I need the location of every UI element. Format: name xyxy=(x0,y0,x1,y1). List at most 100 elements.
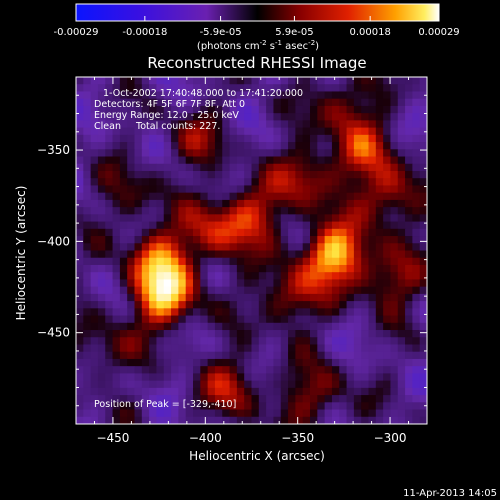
heatmap-cell xyxy=(193,170,201,179)
heatmap-cell xyxy=(324,322,333,331)
heatmap-cell xyxy=(295,358,304,367)
heatmap-cell xyxy=(317,373,326,382)
heatmap-cell xyxy=(412,315,421,324)
heatmap-cell xyxy=(324,402,333,410)
heatmap-cell xyxy=(229,113,238,121)
heatmap-cell xyxy=(310,199,318,208)
heatmap-cell xyxy=(163,293,172,302)
heatmap-cell xyxy=(258,366,267,374)
heatmap-cell xyxy=(251,257,260,266)
heatmap-cell xyxy=(280,98,289,107)
heatmap-cell xyxy=(339,192,347,201)
heatmap-cell xyxy=(397,113,406,121)
heatmap-cell xyxy=(353,199,362,208)
heatmap-cell xyxy=(163,178,172,186)
heatmap-cell xyxy=(119,308,128,316)
heatmap-cell xyxy=(266,358,274,367)
heatmap-cell xyxy=(419,163,427,172)
heatmap-cell xyxy=(163,387,172,396)
heatmap-cell xyxy=(156,163,165,172)
heatmap-cell xyxy=(375,402,384,410)
heatmap-cell xyxy=(339,84,347,92)
heatmap-cell xyxy=(119,351,128,360)
heatmap-cell xyxy=(295,156,304,165)
heatmap-cell xyxy=(193,98,201,107)
heatmap-cell xyxy=(375,264,384,273)
heatmap-cell xyxy=(273,221,282,230)
heatmap-cell xyxy=(419,308,427,316)
heatmap-cell xyxy=(331,77,340,85)
heatmap-cell xyxy=(156,192,165,201)
heatmap-cell xyxy=(266,127,274,136)
heatmap-cell xyxy=(258,149,267,157)
heatmap-cell xyxy=(83,293,92,302)
heatmap-cell xyxy=(90,250,99,259)
heatmap-cell xyxy=(339,214,347,222)
heatmap-cell xyxy=(317,243,326,251)
heatmap-cell xyxy=(127,170,135,179)
heatmap-cell xyxy=(200,170,209,179)
heatmap-cell xyxy=(193,228,201,237)
heatmap-cell xyxy=(375,351,384,360)
heatmap-cell xyxy=(149,134,157,143)
heatmap-cell xyxy=(266,416,274,424)
heatmap-cell xyxy=(97,380,106,389)
heatmap-cell xyxy=(163,373,172,382)
heatmap-cell xyxy=(317,409,326,418)
colorbar-tick-label: -5.9e-05 xyxy=(200,27,242,38)
heatmap-cell xyxy=(302,228,311,237)
heatmap-cell xyxy=(171,163,179,172)
heatmap-cell xyxy=(368,127,377,136)
heatmap-cell xyxy=(149,170,157,179)
heatmap-cell xyxy=(119,264,128,273)
heatmap-cell xyxy=(405,344,413,353)
heatmap-cell xyxy=(163,207,172,215)
heatmap-cell xyxy=(383,264,391,273)
heatmap-cell xyxy=(105,402,113,410)
heatmap-cell xyxy=(295,214,304,222)
heatmap-cell xyxy=(302,84,311,92)
heatmap-cell xyxy=(127,113,135,121)
heatmap-cell xyxy=(419,214,427,222)
heatmap-cell xyxy=(368,264,377,273)
heatmap-cell xyxy=(317,402,326,410)
heatmap-cell xyxy=(266,315,274,324)
heatmap-cell xyxy=(397,192,406,201)
heatmap-cell xyxy=(368,192,377,201)
heatmap-cell xyxy=(280,257,289,266)
heatmap-cell xyxy=(302,308,311,316)
heatmap-cell xyxy=(353,257,362,266)
heatmap-cell xyxy=(222,264,230,273)
heatmap-cell xyxy=(353,77,362,85)
heatmap-cell xyxy=(353,322,362,331)
heatmap-cell xyxy=(397,358,406,367)
heatmap-cell xyxy=(127,395,135,403)
heatmap-cell xyxy=(353,264,362,273)
heatmap-cell xyxy=(353,214,362,222)
heatmap-cell xyxy=(83,236,92,244)
heatmap-cell xyxy=(383,77,391,85)
heatmap-cell xyxy=(163,416,172,424)
heatmap-cell xyxy=(127,221,135,230)
heatmap-cell xyxy=(390,257,399,266)
heatmap-cell xyxy=(251,84,260,92)
heatmap-cell xyxy=(397,344,406,353)
heatmap-cell xyxy=(229,409,238,418)
heatmap-cell xyxy=(390,192,399,201)
heatmap-cell xyxy=(149,178,157,186)
heatmap-cell xyxy=(141,286,150,295)
heatmap-cell xyxy=(156,257,165,266)
heatmap-cell xyxy=(200,351,209,360)
heatmap-cell xyxy=(280,243,289,251)
heatmap-cell xyxy=(397,351,406,360)
heatmap-cell xyxy=(134,199,143,208)
heatmap-cell xyxy=(368,178,377,186)
heatmap-cell xyxy=(310,315,318,324)
heatmap-cell xyxy=(280,293,289,302)
heatmap-cell xyxy=(244,344,252,353)
heatmap-cell xyxy=(339,178,347,186)
heatmap-cell xyxy=(141,366,150,374)
heatmap-cell xyxy=(127,214,135,222)
heatmap-cell xyxy=(317,395,326,403)
heatmap-cell xyxy=(149,337,157,345)
